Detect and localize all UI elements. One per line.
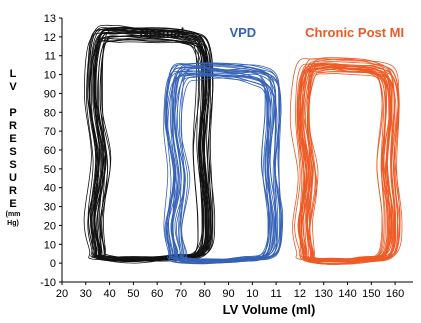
y-title-unit: Hg)	[7, 220, 19, 227]
y-title-letter: E	[9, 198, 16, 210]
pv-loop	[306, 62, 391, 261]
pv-loop	[305, 66, 388, 261]
y-tick-label: 10	[44, 239, 56, 251]
x-tick-label: 40	[103, 288, 115, 300]
x-tick-label: 30	[80, 288, 92, 300]
x-tick-label: 130	[315, 288, 333, 300]
y-tick-label: 30	[44, 202, 56, 214]
y-title-letter: L	[10, 68, 17, 80]
series-labels-group: Normal VPD Chronic Post MI	[140, 25, 405, 40]
series-label: Chronic Post MI	[305, 25, 404, 40]
y-tick-label: 90	[44, 88, 56, 100]
x-tick-label: 70	[175, 288, 187, 300]
pv-loop	[96, 35, 214, 262]
y-tick-label: 13	[44, 13, 56, 25]
y-tick-label: 50	[44, 164, 56, 176]
x-tick-label: 11	[270, 288, 281, 300]
series-label: Normal	[140, 25, 185, 40]
pv-loop	[176, 72, 269, 262]
y-tick-label: 40	[44, 183, 56, 195]
x-tick-label: 150	[362, 288, 380, 300]
y-title-letter: S	[9, 159, 16, 171]
y-title-letter: E	[9, 133, 16, 145]
x-tick-label: 80	[199, 288, 211, 300]
pv-loop	[174, 66, 270, 261]
x-tick-label: 140	[338, 288, 356, 300]
x-axis-title: LV Volume (ml)	[223, 302, 316, 317]
y-tick-label: 20	[44, 220, 56, 232]
pv-loop	[179, 75, 272, 263]
y-tick-label: 80	[44, 107, 56, 119]
pv-loop	[297, 67, 396, 260]
x-tick-label: 20	[56, 288, 68, 300]
pv-loop	[98, 41, 212, 262]
axes-group	[61, 18, 413, 283]
y-tick-label: -10	[40, 277, 56, 289]
pv-loop	[164, 70, 277, 265]
pv-loop	[306, 67, 393, 261]
series-normal-loops	[83, 24, 216, 264]
loops-group	[83, 24, 403, 265]
y-ticks-group: -10 0 10 20 30 40 50 60 70 80 90 10 11 12 13	[40, 13, 62, 289]
series-chronic-post-mi-loops	[289, 57, 403, 265]
pv-loop	[308, 64, 383, 262]
y-title-letter: R	[9, 120, 17, 132]
pv-loop	[94, 31, 207, 262]
pv-loop	[174, 64, 276, 262]
y-title-letter: R	[9, 185, 17, 197]
pv-loop	[171, 72, 275, 263]
series-label: VPD	[229, 25, 256, 40]
pv-loop	[94, 31, 199, 261]
y-title-letter: U	[9, 172, 17, 184]
pv-loop	[171, 70, 269, 264]
y-tick-label: 10	[44, 70, 56, 82]
pv-loop	[297, 65, 394, 260]
pv-loop	[299, 65, 383, 263]
x-tick-label: 60	[151, 288, 163, 300]
y-tick-label: 11	[45, 51, 56, 63]
pv-loop	[176, 68, 279, 263]
pv-loop	[167, 74, 274, 261]
y-tick-label: 70	[44, 126, 56, 138]
pv-loop	[308, 73, 391, 262]
pv-loop	[88, 35, 209, 261]
y-tick-label: 12	[44, 32, 56, 44]
pv-loop	[296, 63, 391, 265]
pv-loop	[98, 28, 203, 259]
x-tick-label: 90	[222, 288, 234, 300]
x-tick-label: 10	[246, 288, 258, 300]
pv-loop	[307, 71, 385, 262]
pv-loop	[95, 36, 208, 261]
pv-loop	[308, 71, 389, 262]
y-title-letter: V	[9, 81, 17, 93]
x-tick-label: 160	[386, 288, 404, 300]
pv-loop	[94, 32, 207, 258]
x-tick-label: 12	[294, 288, 306, 300]
x-tick-label: 50	[127, 288, 139, 300]
y-tick-label: 0	[50, 258, 56, 270]
pv-loop	[89, 29, 204, 260]
pv-loop	[93, 27, 214, 261]
x-ticks-group: 20 30 40 50 60 70 80 90 10 11 12 130 140 150 160	[56, 282, 404, 300]
y-title-unit: (mm	[6, 211, 21, 218]
y-tick-label: 60	[44, 145, 56, 157]
pv-loop	[302, 67, 394, 262]
series-vpd-loops	[163, 62, 284, 265]
y-title-letter: P	[9, 107, 16, 119]
y-title-letter: S	[9, 146, 16, 158]
